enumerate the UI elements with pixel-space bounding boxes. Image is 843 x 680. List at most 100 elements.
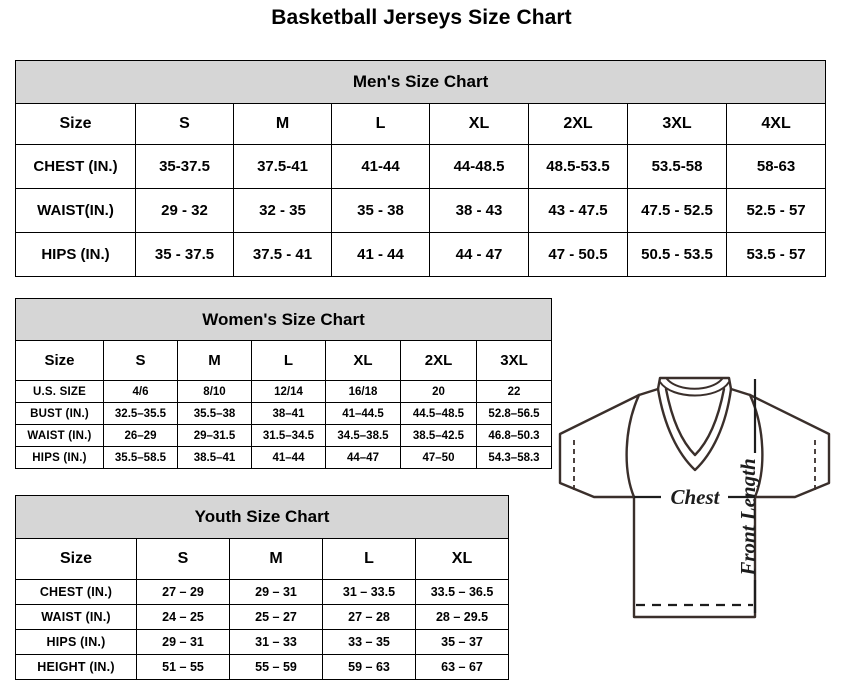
collar-ribbing-arc-inner — [666, 378, 723, 390]
collar-top-band — [656, 376, 733, 391]
womens-us-size-l: 12/14 — [251, 380, 326, 403]
womens-waist-m: 29–31.5 — [177, 424, 252, 447]
youth-chart-title-row: Youth Size Chart — [14, 495, 510, 539]
youth-col-header-m: M — [229, 538, 323, 580]
youth-size-chart-table: Youth Size Chart Size S M L XL CHEST (IN… — [14, 495, 510, 680]
youth-row-label-height: HEIGHT (IN.) — [15, 654, 137, 680]
womens-waist-l: 31.5–34.5 — [251, 424, 326, 447]
table-row: HIPS (IN.) 29 – 31 31 – 33 33 – 35 35 – … — [15, 629, 510, 655]
table-row: HIPS (IN.) 35.5–58.5 38.5–41 41–44 44–47… — [15, 446, 553, 469]
womens-hips-s: 35.5–58.5 — [103, 446, 178, 469]
womens-bust-3xl: 52.8–56.5 — [475, 402, 553, 425]
womens-hips-xl: 44–47 — [325, 446, 401, 469]
torso-outline — [632, 495, 757, 619]
womens-us-size-s: 4/6 — [103, 380, 178, 403]
womens-hips-l: 41–44 — [251, 446, 326, 469]
table-row: U.S. SIZE 4/6 8/10 12/14 16/18 20 22 — [15, 380, 553, 403]
womens-bust-m: 35.5–38 — [177, 402, 252, 425]
womens-waist-xl: 34.5–38.5 — [325, 424, 401, 447]
youth-col-header-size: Size — [15, 538, 137, 580]
mens-hips-3xl: 50.5 - 53.5 — [627, 232, 727, 277]
mens-row-label-chest: CHEST (IN.) — [15, 144, 136, 189]
womens-size-chart-table: Women's Size Chart Size S M L XL 2XL 3XL… — [14, 298, 553, 469]
table-row: WAIST (IN.) 24 – 25 25 – 27 27 – 28 28 –… — [15, 604, 510, 630]
womens-hips-2xl: 47–50 — [400, 446, 477, 469]
womens-bust-xl: 41–44.5 — [325, 402, 401, 425]
womens-chart-title-row: Women's Size Chart — [14, 298, 553, 341]
mens-waist-2xl: 43 - 47.5 — [528, 188, 628, 233]
mens-chest-4xl: 58-63 — [725, 144, 827, 189]
womens-us-size-xl: 16/18 — [325, 380, 401, 403]
mens-waist-xl: 38 - 43 — [429, 188, 529, 233]
womens-hips-m: 38.5–41 — [177, 446, 252, 469]
womens-waist-3xl: 46.8–50.3 — [475, 424, 553, 447]
mens-waist-l: 35 - 38 — [331, 188, 430, 233]
womens-col-header-s: S — [103, 340, 178, 381]
mens-waist-4xl: 52.5 - 57 — [725, 188, 827, 233]
womens-row-label-bust: BUST (IN.) — [15, 402, 104, 425]
youth-height-xl: 63 – 67 — [414, 654, 510, 680]
youth-col-header-s: S — [136, 538, 230, 580]
mens-col-header-size: Size — [15, 103, 136, 145]
mens-chest-2xl: 48.5-53.5 — [528, 144, 628, 189]
table-row: BUST (IN.) 32.5–35.5 35.5–38 38–41 41–44… — [15, 402, 553, 425]
youth-hips-xl: 35 – 37 — [414, 629, 510, 655]
womens-chart-header-row: Size S M L XL 2XL 3XL — [15, 340, 553, 381]
youth-chest-m: 29 – 31 — [229, 579, 323, 605]
mens-hips-2xl: 47 - 50.5 — [528, 232, 628, 277]
womens-chart-title: Women's Size Chart — [14, 298, 553, 341]
youth-row-label-hips: HIPS (IN.) — [15, 629, 137, 655]
mens-chart-title-row: Men's Size Chart — [14, 60, 827, 104]
youth-chart-header-row: Size S M L XL — [15, 538, 510, 580]
table-row: CHEST (IN.) 27 – 29 29 – 31 31 – 33.5 33… — [15, 579, 510, 605]
mens-hips-l: 41 - 44 — [331, 232, 430, 277]
mens-size-chart-table: Men's Size Chart Size S M L XL 2XL 3XL 4… — [14, 60, 827, 277]
womens-us-size-m: 8/10 — [177, 380, 252, 403]
left-sleeve-outline — [558, 393, 641, 499]
mens-chest-l: 41-44 — [331, 144, 430, 189]
mens-row-label-waist: WAIST(IN.) — [15, 188, 136, 233]
right-shoulder-line — [729, 387, 752, 397]
mens-col-header-s: S — [135, 103, 234, 145]
youth-chest-xl: 33.5 – 36.5 — [414, 579, 510, 605]
youth-height-l: 59 – 63 — [322, 654, 416, 680]
youth-col-header-xl: XL — [414, 538, 510, 580]
youth-height-m: 55 – 59 — [229, 654, 323, 680]
left-sleeve-seam — [625, 393, 641, 499]
youth-waist-m: 25 – 27 — [229, 604, 323, 630]
womens-col-header-m: M — [177, 340, 252, 381]
womens-col-header-l: L — [251, 340, 326, 381]
mens-chest-xl: 44-48.5 — [429, 144, 529, 189]
mens-col-header-xl: XL — [429, 103, 529, 145]
mens-chart-header-row: Size S M L XL 2XL 3XL 4XL — [15, 103, 827, 145]
table-row: HIPS (IN.) 35 - 37.5 37.5 - 41 41 - 44 4… — [15, 232, 827, 277]
womens-waist-s: 26–29 — [103, 424, 178, 447]
mens-waist-s: 29 - 32 — [135, 188, 234, 233]
mens-col-header-2xl: 2XL — [528, 103, 628, 145]
mens-col-header-m: M — [233, 103, 332, 145]
right-sleeve-outline — [748, 393, 831, 499]
page-title: Basketball Jerseys Size Chart — [271, 6, 572, 29]
youth-row-label-chest: CHEST (IN.) — [15, 579, 137, 605]
womens-col-header-2xl: 2XL — [400, 340, 477, 381]
womens-row-label-hips: HIPS (IN.) — [15, 446, 104, 469]
table-row: WAIST(IN.) 29 - 32 32 - 35 35 - 38 38 - … — [15, 188, 827, 233]
mens-hips-xl: 44 - 47 — [429, 232, 529, 277]
womens-waist-2xl: 38.5–42.5 — [400, 424, 477, 447]
chest-measure-label: Chest — [670, 485, 720, 509]
mens-waist-3xl: 47.5 - 52.5 — [627, 188, 727, 233]
mens-col-header-4xl: 4XL — [725, 103, 827, 145]
mens-col-header-3xl: 3XL — [627, 103, 727, 145]
mens-chest-m: 37.5-41 — [233, 144, 332, 189]
front-length-measure-label: Front Length — [736, 458, 760, 576]
youth-waist-l: 27 – 28 — [322, 604, 416, 630]
youth-chest-l: 31 – 33.5 — [322, 579, 416, 605]
youth-hips-l: 33 – 35 — [322, 629, 416, 655]
mens-hips-m: 37.5 - 41 — [233, 232, 332, 277]
mens-col-header-l: L — [331, 103, 430, 145]
mens-hips-4xl: 53.5 - 57 — [725, 232, 827, 277]
vneck-collar-inner — [664, 387, 726, 457]
left-shoulder-line — [637, 387, 660, 397]
womens-us-size-2xl: 20 — [400, 380, 477, 403]
youth-waist-s: 24 – 25 — [136, 604, 230, 630]
